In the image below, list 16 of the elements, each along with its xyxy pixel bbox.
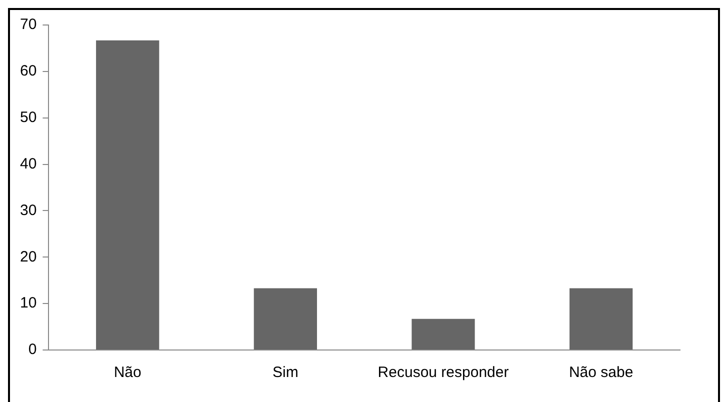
- y-tick-label: 0: [28, 341, 37, 358]
- y-tick-label: 60: [20, 62, 37, 80]
- bar: [96, 40, 160, 350]
- x-tick-label: Sim: [272, 364, 298, 382]
- x-tick-label: Recusou responder: [378, 364, 509, 382]
- bar: [412, 318, 475, 350]
- x-tick-label: Não sabe: [568, 364, 634, 382]
- x-tick-label: Não: [114, 364, 142, 382]
- y-tick-label: 40: [20, 155, 37, 172]
- y-tick-label: 20: [20, 248, 37, 266]
- y-tick-label: 50: [20, 109, 37, 126]
- y-tick-label: 10: [20, 294, 37, 312]
- bar: [254, 288, 317, 350]
- bar: [570, 288, 633, 350]
- y-tick-label: 30: [20, 202, 37, 219]
- y-tick-label: 70: [20, 16, 37, 34]
